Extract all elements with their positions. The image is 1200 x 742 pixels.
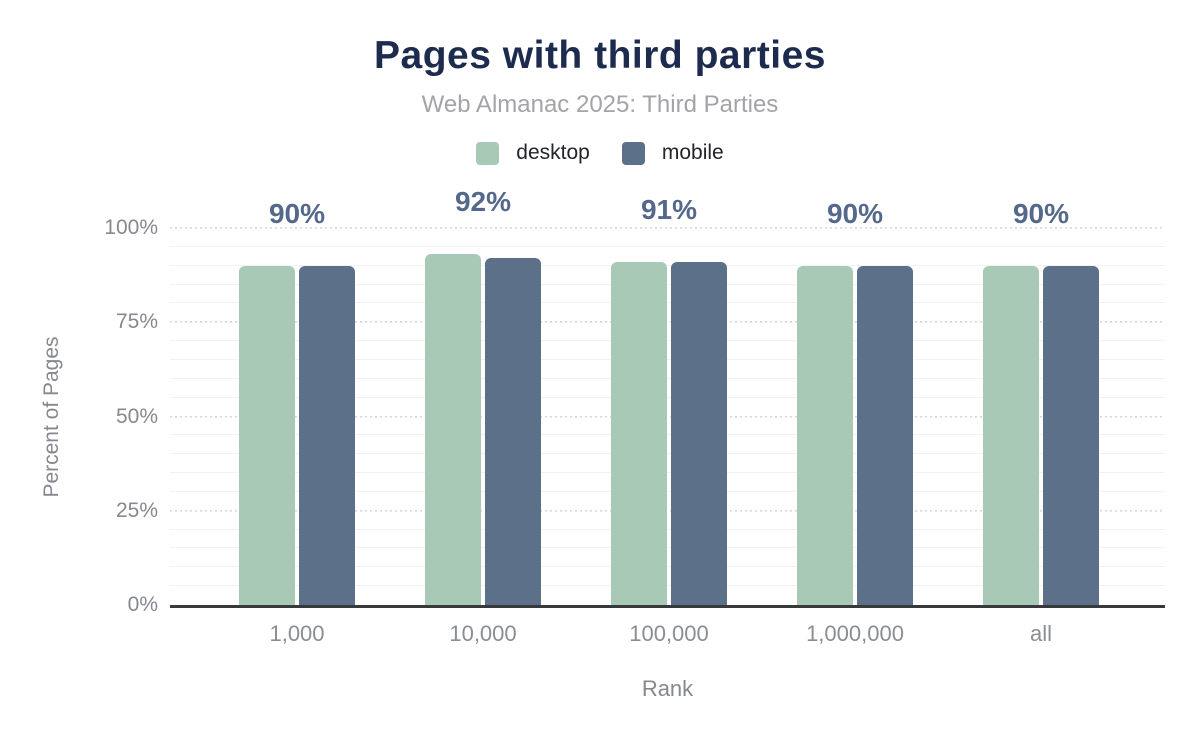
legend: desktop mobile (0, 141, 1200, 165)
y-tick-label: 100% (104, 216, 158, 239)
gridline-major (170, 321, 1165, 324)
bar-mobile (671, 261, 727, 605)
bar-group: 91% 100,000 (576, 194, 762, 646)
gridline-minor (170, 566, 1165, 568)
gridline-minor (170, 264, 1165, 266)
gridline-minor (170, 490, 1165, 492)
bar-pair (425, 228, 541, 605)
bar-bands: 90% 1,000 92% 10,000 91% 100,000 90% 1,000,000 9… (204, 186, 1134, 646)
bar-mobile (299, 265, 355, 605)
gridline-minor (170, 377, 1165, 379)
y-tick-label: 25% (115, 498, 158, 522)
bar-mobile (857, 265, 913, 605)
gridline-minor (170, 283, 1165, 285)
x-tick-label: 10,000 (449, 621, 517, 646)
x-axis-title: Rank (641, 676, 694, 701)
gridline-minor (170, 434, 1165, 436)
bar-desktop (983, 265, 1039, 605)
bar-desktop (797, 265, 853, 605)
bar-mobile (1043, 265, 1099, 605)
gridline-minor (170, 396, 1165, 398)
gridline-minor (170, 472, 1165, 474)
gridline-minor (170, 302, 1165, 304)
gridline-minor (170, 245, 1165, 247)
x-tick-label: 1,000 (269, 621, 325, 646)
bar-value-label: 90% (268, 197, 326, 229)
x-tick-label: 100,000 (629, 621, 709, 646)
bar-value-label: 90% (1012, 197, 1070, 229)
legend-item-desktop[interactable]: desktop (476, 141, 590, 165)
bar-pair (611, 228, 727, 605)
bar-pair (797, 228, 913, 605)
bar-value-label: 91% (640, 193, 698, 225)
y-tick-label: 75% (115, 310, 158, 334)
y-axis-ticks: 0% 25% 50% 75% 100% (0, 216, 158, 616)
bar-mobile (485, 258, 541, 605)
legend-swatch-desktop (476, 141, 500, 165)
legend-label: mobile (661, 141, 724, 164)
legend-label: desktop (516, 141, 590, 164)
gridline-major (170, 227, 1165, 229)
x-axis-line (170, 605, 1165, 608)
y-tick-label: 0% (127, 593, 158, 616)
bar-value-label: 90% (826, 197, 884, 229)
bar-desktop (239, 265, 295, 605)
bar-group: 90% 1,000,000 (762, 198, 948, 646)
bar-group: 90% 1,000 (204, 198, 390, 646)
legend-swatch-mobile (621, 141, 645, 165)
plot-area: 90% 1,000 92% 10,000 91% 100,000 90% 1,000,000 9… (170, 186, 1165, 646)
gridline-major (170, 415, 1165, 418)
bar-group: 92% 10,000 (390, 186, 576, 646)
gridline-minor (170, 585, 1165, 587)
gridline-minor (170, 340, 1165, 342)
bar-desktop (611, 261, 667, 605)
gridline-minor (170, 453, 1165, 455)
gridline-minor (170, 528, 1165, 530)
bar-group: 90% all (948, 198, 1134, 646)
x-tick-label: all (1029, 621, 1052, 646)
bar-pair (983, 228, 1099, 605)
bar-value-label: 92% (454, 186, 512, 218)
gridline-minor (170, 547, 1165, 549)
y-tick-label: 50% (115, 404, 158, 428)
gridline-major (170, 509, 1165, 512)
chart-title: Pages with third parties (374, 34, 826, 77)
gridline-minor (170, 358, 1165, 360)
legend-item-mobile[interactable]: mobile (621, 141, 724, 165)
chart-subtitle: Web Almanac 2025: Third Parties (421, 91, 779, 118)
bar-desktop (425, 254, 481, 605)
x-tick-label: 1,000,000 (806, 621, 904, 646)
bar-pair (239, 228, 355, 605)
